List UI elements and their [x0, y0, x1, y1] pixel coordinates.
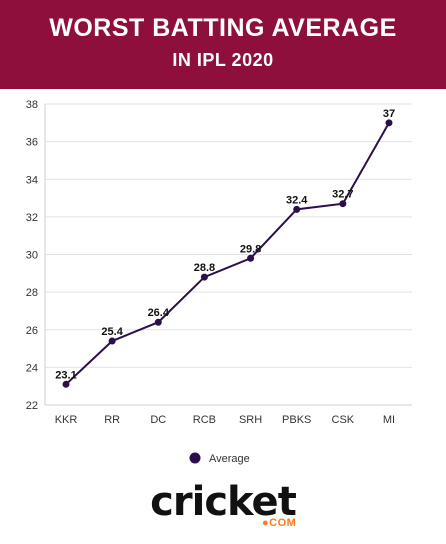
line-chart: 22 24 26 28 30 32 34 36 38 KKR RR DC RCB SRH PBKS CSK MI… — [26, 99, 412, 465]
x-tick-label: RCB — [193, 414, 216, 426]
series-line-average — [65, 122, 390, 386]
x-tick-label: DC — [150, 414, 166, 426]
cricket-com-logo: cricket ●COM — [0, 479, 446, 529]
y-tick-label: 30 — [26, 250, 38, 262]
x-tick-label: CSK — [332, 414, 355, 426]
data-point — [200, 273, 208, 281]
x-tick-label: SRH — [239, 414, 262, 426]
y-tick-label: 36 — [26, 137, 38, 149]
x-tick-label: PBKS — [282, 414, 311, 426]
x-tick-label: RR — [104, 414, 120, 426]
data-point — [385, 119, 393, 127]
data-label: 32.4 — [286, 194, 308, 206]
y-tick-label: 28 — [26, 287, 38, 299]
logo-wordmark: cricket — [150, 479, 297, 525]
data-label: 29.8 — [240, 243, 261, 255]
title-banner: WORST BATTING AVERAGE IN IPL 2020 — [0, 0, 446, 89]
y-tick-label: 34 — [26, 174, 38, 186]
x-tick-label: MI — [383, 414, 395, 426]
data-label: 37 — [383, 108, 395, 120]
data-label: 32.7 — [332, 189, 353, 201]
x-tick-label: KKR — [55, 414, 78, 426]
legend-marker — [189, 452, 201, 464]
data-label: 23.1 — [55, 369, 76, 381]
data-point — [339, 200, 347, 208]
data-label: 28.8 — [194, 262, 215, 274]
y-tick-label: 38 — [26, 99, 38, 111]
data-point — [108, 337, 116, 345]
y-tick-label: 32 — [26, 212, 38, 224]
y-tick-label: 24 — [26, 362, 38, 374]
data-point — [154, 318, 162, 326]
y-tick-label: 26 — [26, 325, 38, 337]
y-tick-label: 22 — [26, 400, 38, 412]
data-point — [247, 254, 255, 262]
data-label: 25.4 — [101, 326, 123, 338]
data-label: 26.4 — [148, 307, 170, 319]
data-point — [62, 380, 70, 388]
legend-label: Average — [209, 453, 250, 465]
chart-subtitle: IN IPL 2020 — [172, 50, 274, 70]
logo-com-suffix: ●COM — [262, 517, 297, 529]
data-point — [293, 205, 301, 213]
chart-title: WORST BATTING AVERAGE — [49, 14, 397, 42]
